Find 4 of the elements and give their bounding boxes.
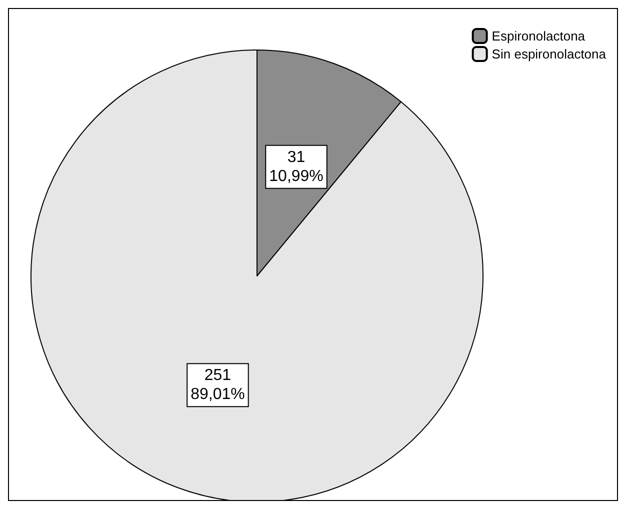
data-label: 31 10,99% (269, 148, 324, 185)
legend-label: Sin espironolactona (492, 46, 607, 62)
legend-label: Espironolactona (492, 28, 586, 44)
data-label: 251 89,01% (190, 367, 245, 404)
